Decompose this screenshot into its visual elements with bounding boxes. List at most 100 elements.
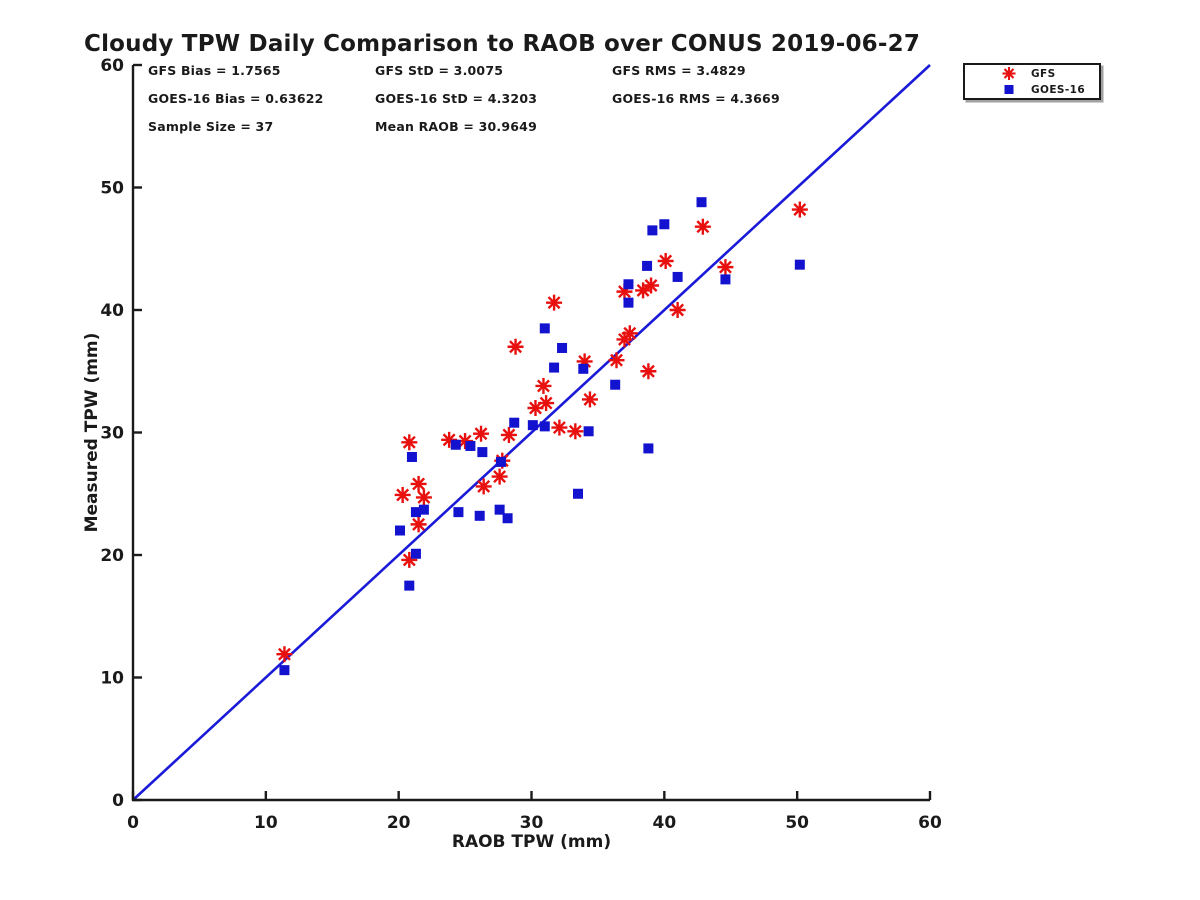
goes16-marker [659,219,670,230]
x-tick-label: 0 [127,813,139,833]
chart-title: Cloudy TPW Daily Comparison to RAOB over… [84,31,921,57]
goes16-marker [583,426,594,437]
gfs-marker [635,282,652,299]
gfs-marker [640,363,657,380]
goes16-marker [410,548,421,559]
goes16-series [279,197,805,676]
gfs-marker [717,259,734,276]
goes16-marker [642,260,653,271]
goes16-marker [465,440,476,451]
x-axis-label: RAOB TPW (mm) [452,832,611,852]
gfs-marker [394,486,411,503]
goes16-marker [404,580,415,591]
gfs-marker [643,277,660,294]
y-tick-label: 40 [100,301,124,321]
plot-axes [131,63,932,802]
goes16-marker [610,379,621,390]
gfs-marker [535,377,552,394]
goes16-marker [453,507,464,518]
goes16-marker [623,279,634,290]
y-tick-label: 0 [112,791,124,811]
goes16-marker [539,323,550,334]
stat-gfs-std: GFS StD = 3.0075 [375,63,504,78]
goes16-marker [494,504,505,515]
goes16-marker [410,507,421,518]
gfs-marker [621,325,638,342]
gfs-marker [669,302,686,318]
y-axis-label: Measured TPW (mm) [82,333,102,533]
stat-goes16-rms: GOES-16 RMS = 4.3669 [612,91,780,106]
x-tick-label: 10 [254,813,278,833]
goes16-marker [623,297,634,308]
gfs-marker [401,434,418,451]
goes16-marker [477,447,488,458]
legend-box: GFS GOES-16 [963,63,1101,100]
legend-label-gfs: GFS [1031,67,1056,80]
gfs-marker [415,489,432,506]
gfs-marker [551,419,568,436]
y-tick-label: 20 [100,546,124,566]
goes16-square-icon [1004,85,1014,94]
goes16-marker [572,488,583,499]
gfs-marker [491,468,508,485]
gfs-marker [608,352,625,369]
goes16-marker [406,452,417,462]
goes16-marker [720,274,731,285]
y-tick-label: 30 [100,424,124,444]
gfs-marker [694,218,711,235]
stat-gfs-rms: GFS RMS = 3.4829 [612,63,746,78]
stat-goes16-bias: GOES-16 Bias = 0.63622 [148,91,324,106]
gfs-marker [473,425,490,442]
x-tick-label: 60 [918,813,942,833]
gfs-marker [410,475,427,492]
stat-goes16-std: GOES-16 StD = 4.3203 [375,91,538,106]
legend-label-goes16: GOES-16 [1031,83,1086,96]
legend-item-goes16: GOES-16 [965,82,1099,97]
goes16-marker [647,225,658,236]
goes16-marker [495,456,506,467]
gfs-marker [581,391,598,408]
gfs-marker [500,426,517,443]
x-tick-label: 20 [387,813,411,833]
goes16-marker [794,259,805,270]
gfs-asterisk-icon [1002,67,1016,80]
x-tick-label: 30 [520,813,544,833]
x-tick-label: 50 [785,813,809,833]
goes16-marker [539,421,550,432]
y-tick-label: 60 [100,56,124,76]
goes16-marker [279,665,290,676]
gfs-marker [410,516,427,533]
goes16-marker [557,342,568,353]
goes16-marker [643,443,654,454]
goes16-marker [474,510,485,521]
gfs-marker [546,294,563,311]
y-tick-label: 10 [100,669,124,689]
stat-gfs-bias: GFS Bias = 1.7565 [148,63,281,78]
identity-line [132,64,931,801]
goes16-marker [450,439,461,450]
goes16-marker [418,504,429,515]
y-tick-label: 50 [100,179,124,199]
goes16-marker [672,271,683,282]
stat-sample-size: Sample Size = 37 [148,119,274,134]
legend-item-gfs: GFS [965,66,1099,81]
goes16-marker [527,420,538,431]
gfs-marker [475,478,492,495]
gfs-marker [657,253,674,269]
gfs-marker [567,423,584,440]
axis-tick-labels: 0 10 20 30 40 50 60 0 10 20 30 40 50 60 [100,56,942,833]
goes16-marker [394,525,405,536]
goes16-marker [549,362,560,373]
axis-titles: RAOB TPW (mm) Measured TPW (mm) [82,333,611,852]
goes16-marker [578,363,589,374]
gfs-marker [538,395,555,412]
goes16-marker [502,513,513,524]
gfs-marker [276,646,293,663]
stat-mean-raob: Mean RAOB = 30.9649 [375,119,537,134]
goes16-marker [696,197,707,208]
x-tick-label: 40 [652,813,676,833]
gfs-marker [791,201,808,218]
goes16-marker [509,417,520,428]
